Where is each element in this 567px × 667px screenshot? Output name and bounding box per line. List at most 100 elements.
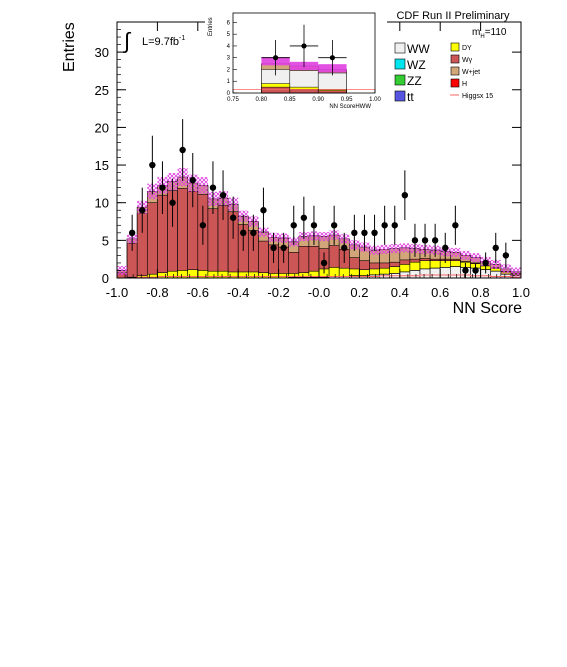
data-point bbox=[270, 244, 277, 252]
uncertainty-bin bbox=[117, 265, 128, 275]
data-point bbox=[341, 244, 348, 252]
data-points bbox=[128, 119, 510, 278]
stack-bar bbox=[439, 267, 451, 279]
data-point bbox=[452, 222, 459, 229]
stack-bar bbox=[409, 270, 421, 279]
data-point bbox=[462, 267, 469, 274]
stack-bar bbox=[399, 271, 411, 279]
data-point bbox=[159, 184, 166, 191]
x-tick-label: -0.6 bbox=[187, 285, 209, 300]
x-tick-label: -0.2 bbox=[267, 285, 289, 300]
legend-label: Wγ bbox=[462, 57, 473, 64]
data-point bbox=[139, 207, 146, 214]
y-tick-label: 15 bbox=[95, 158, 109, 173]
x-tick-label: -1.0 bbox=[106, 285, 128, 300]
data-point bbox=[229, 214, 237, 221]
x-tick-label: -0.4 bbox=[227, 285, 249, 300]
inset-x-tick-label: 0.85 bbox=[284, 97, 296, 103]
inset-data-point bbox=[273, 55, 279, 61]
legend-label: ZZ bbox=[407, 74, 422, 88]
inset-y-tick-label: 3 bbox=[227, 56, 231, 62]
data-point bbox=[149, 161, 156, 169]
data-point bbox=[442, 244, 449, 252]
uncertainty-bin bbox=[510, 267, 521, 277]
data-point bbox=[209, 184, 217, 191]
data-point bbox=[502, 252, 510, 259]
data-point bbox=[290, 222, 297, 229]
x-tick-label: -0.0 bbox=[308, 285, 330, 300]
x-tick-label: 0.6 bbox=[431, 285, 449, 300]
stack-bar bbox=[449, 266, 461, 279]
inset-x-tick-label: 0.95 bbox=[341, 97, 353, 103]
y-tick-label: 25 bbox=[95, 83, 109, 98]
data-point bbox=[411, 237, 419, 244]
data-point bbox=[219, 191, 227, 199]
legend-label: W+jet bbox=[462, 69, 480, 76]
legend-swatch bbox=[450, 42, 460, 52]
uncertainty-bin bbox=[450, 247, 461, 257]
higgs-signal-line bbox=[117, 274, 521, 279]
data-point bbox=[482, 259, 489, 267]
inset-y-tick-label: 2 bbox=[227, 67, 231, 73]
inset-y-axis-label: Entries bbox=[208, 17, 214, 36]
inset-y-tick-label: 5 bbox=[227, 32, 231, 38]
uncertainty-bin bbox=[470, 253, 481, 263]
data-point bbox=[240, 229, 247, 237]
data-point bbox=[179, 146, 186, 154]
stack-bar bbox=[207, 208, 219, 279]
stack-bar bbox=[177, 188, 189, 279]
legend-swatch bbox=[450, 66, 460, 76]
legend-swatch bbox=[450, 78, 460, 88]
stack-bar bbox=[248, 271, 259, 279]
data-point bbox=[401, 191, 409, 199]
data-point bbox=[320, 259, 328, 267]
stack-bar bbox=[278, 273, 290, 279]
data-point bbox=[250, 229, 257, 237]
uncertainty-bin bbox=[197, 177, 208, 194]
data-point bbox=[128, 229, 136, 237]
legend-swatch bbox=[394, 42, 406, 54]
uncertainty-bin bbox=[319, 232, 330, 242]
legend-label: WW bbox=[407, 42, 430, 56]
inset-stack-bar bbox=[289, 89, 319, 94]
y-tick-label: 5 bbox=[102, 233, 109, 248]
inset-y-tick-label: 1 bbox=[227, 79, 231, 85]
legend-label: H bbox=[462, 81, 467, 88]
data-point bbox=[381, 222, 388, 229]
data-point bbox=[391, 222, 398, 229]
data-point bbox=[351, 229, 358, 237]
stack-bar bbox=[268, 273, 279, 279]
x-tick-label: 0.4 bbox=[391, 285, 409, 300]
legend-label: DY bbox=[462, 45, 472, 52]
inset-x-tick-label: 0.80 bbox=[256, 97, 268, 103]
data-point bbox=[361, 229, 368, 237]
inset-frame bbox=[232, 12, 376, 94]
data-point bbox=[199, 222, 207, 229]
integral-symbol: ∫ bbox=[122, 28, 132, 53]
mass-label: mH=110 bbox=[472, 27, 507, 40]
y-tick-label: 10 bbox=[95, 196, 109, 211]
x-tick-label: 0.2 bbox=[350, 285, 368, 300]
x-tick-label: 0.8 bbox=[472, 285, 490, 300]
legend-swatch bbox=[394, 74, 406, 86]
inset-plot: 0.75 0.80 0.85 0.90 0.95 1.00 0 1 2 3 4 5 6 NN ScoreH… bbox=[205, 8, 387, 113]
chart-title: CDF Run II Preliminary bbox=[396, 10, 510, 22]
data-point bbox=[189, 176, 196, 184]
inset-data-point bbox=[301, 43, 307, 49]
inset-y-tick-label: 0 bbox=[227, 91, 231, 97]
stack-bar bbox=[227, 271, 239, 279]
inset-data-point bbox=[329, 55, 335, 61]
y-tick-label: 20 bbox=[95, 120, 109, 135]
inset-y-tick-label: 4 bbox=[227, 44, 231, 50]
uncertainty-bin bbox=[399, 243, 410, 253]
data-point bbox=[421, 237, 429, 244]
stack-bar bbox=[157, 272, 168, 279]
y-tick-label: 0 bbox=[102, 271, 109, 286]
uncertainty-bin bbox=[500, 264, 511, 274]
data-point bbox=[472, 267, 479, 274]
uncertainty-bin bbox=[490, 259, 501, 269]
legend: WW WZ ZZ tt DY Wγ W+jet H Higgsx 15 bbox=[390, 40, 502, 104]
inset-y-tick-label: 6 bbox=[227, 20, 231, 26]
inset-x-tick-label: 0.90 bbox=[312, 97, 324, 103]
